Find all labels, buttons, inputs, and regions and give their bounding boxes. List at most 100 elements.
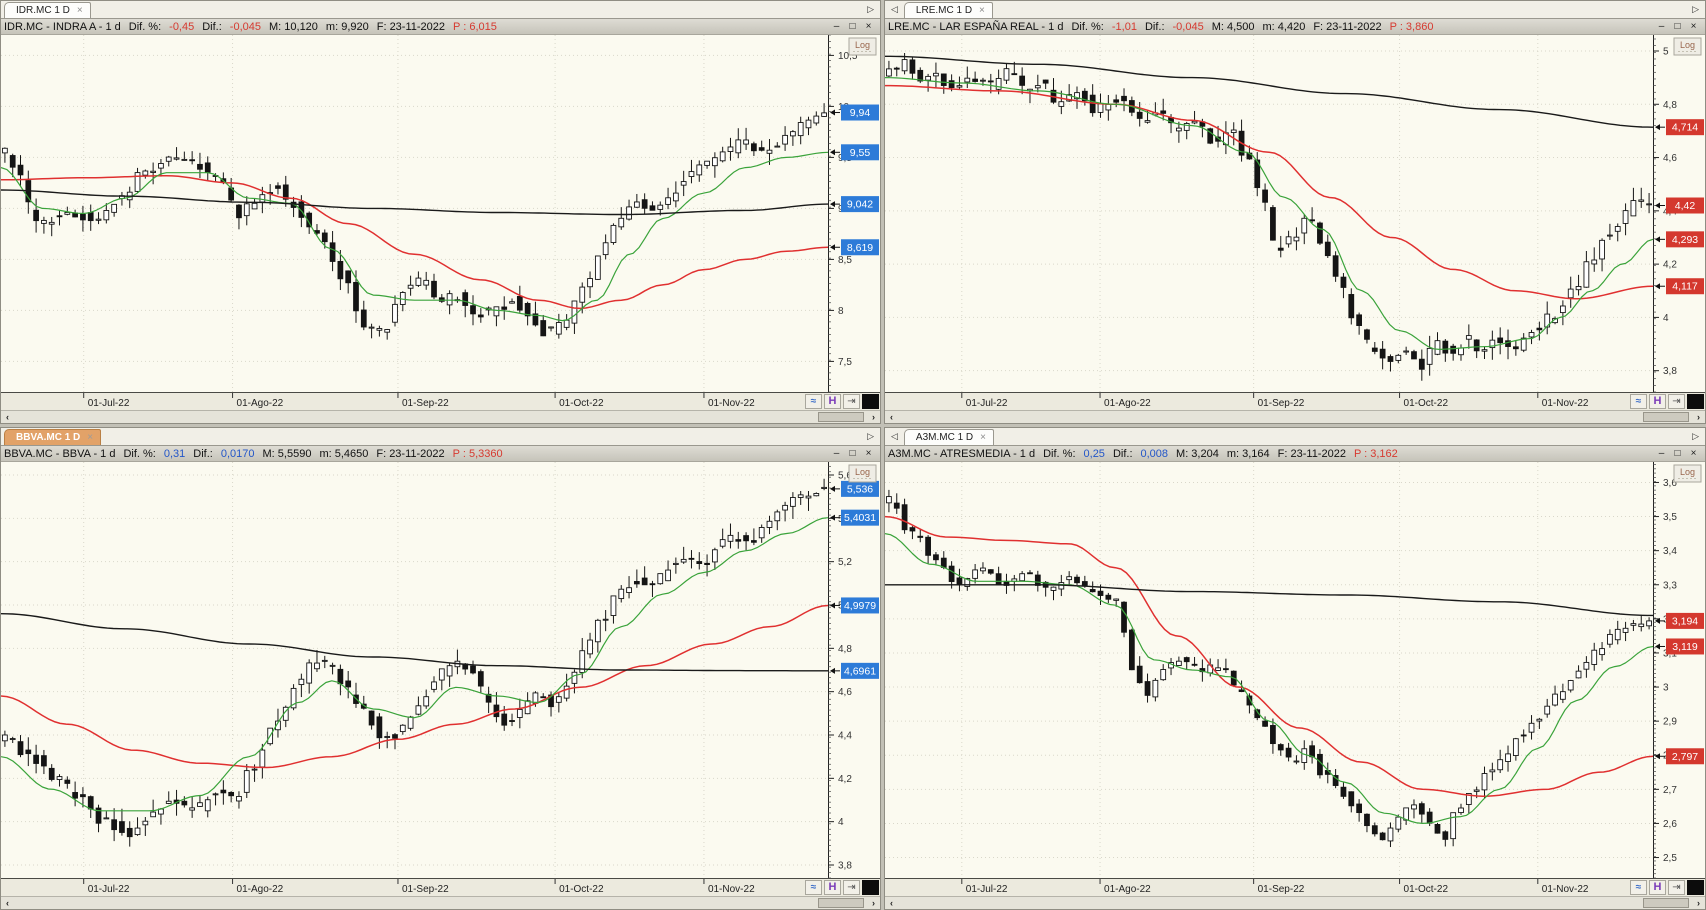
svg-text:01-Ago-22: 01-Ago-22	[1104, 398, 1151, 409]
tab-close-icon[interactable]: ×	[979, 5, 985, 16]
price-chart-canvas: 5,65,45,254,84,64,44,243,85,5365,40314,9…	[1, 462, 880, 878]
dif-label: Dif.:	[202, 20, 222, 33]
window-maximize-button[interactable]: □	[1674, 448, 1681, 459]
svg-text:01-Nov-22: 01-Nov-22	[708, 884, 755, 895]
window-close-button[interactable]: ×	[1690, 21, 1697, 32]
svg-text:9,042: 9,042	[847, 199, 873, 211]
full-screen-icon[interactable]	[862, 880, 879, 895]
svg-text:4,42: 4,42	[1675, 200, 1696, 212]
window-close-button[interactable]: ×	[865, 21, 872, 32]
scrollbar-left-icon[interactable]: ‹	[890, 412, 893, 422]
full-screen-icon[interactable]	[1687, 880, 1704, 895]
pin-icon[interactable]: ⇥	[1668, 394, 1685, 409]
tab-scroll-left-icon[interactable]: ◁	[891, 4, 898, 14]
svg-text:01-Oct-22: 01-Oct-22	[559, 398, 604, 409]
tab-close-icon[interactable]: ×	[980, 432, 986, 443]
svg-text:01-Nov-22: 01-Nov-22	[1542, 884, 1589, 895]
svg-text:3,5: 3,5	[1663, 512, 1677, 523]
svg-text:2,9: 2,9	[1663, 717, 1677, 728]
window-minimize-button[interactable]: –	[1658, 448, 1665, 459]
scrollbar-right-icon[interactable]: ›	[1697, 898, 1700, 908]
save-template-icon[interactable]: H	[824, 880, 841, 895]
svg-text:Log: Log	[855, 40, 870, 50]
price-tags: 3,194 3,119 2,797	[1655, 612, 1704, 765]
scrollbar-thumb[interactable]	[818, 898, 864, 908]
svg-text:8: 8	[838, 306, 844, 317]
full-screen-icon[interactable]	[1687, 394, 1704, 409]
full-screen-icon[interactable]	[862, 394, 879, 409]
tab-scroll-right-icon[interactable]: ▷	[1692, 431, 1699, 441]
svg-text:7,5: 7,5	[838, 357, 852, 368]
tab-scroll-left-icon[interactable]: ◁	[891, 431, 898, 441]
horizontal-scrollbar[interactable]: ‹ ›	[1, 410, 880, 423]
scrollbar-right-icon[interactable]: ›	[872, 898, 875, 908]
session-min: m: 4,420	[1262, 20, 1306, 33]
indicator-wave-icon[interactable]: ≈	[1630, 880, 1647, 895]
price-chart-canvas: 3,63,53,43,33,23,132,92,82,72,62,53,1943…	[885, 462, 1705, 878]
position-price: P : 5,3360	[452, 447, 503, 460]
svg-text:01-Sep-22: 01-Sep-22	[402, 398, 449, 409]
window-maximize-button[interactable]: □	[849, 21, 856, 32]
log-scale-button[interactable]: Log	[848, 37, 877, 56]
indicator-wave-icon[interactable]: ≈	[805, 880, 822, 895]
tab-strip: IDR.MC 1 D × ▷	[1, 1, 880, 19]
dif-pct-value: 0,31	[163, 447, 186, 460]
tab-lre[interactable]: LRE.MC 1 D ×	[903, 2, 993, 18]
indicator-wave-icon[interactable]: ≈	[805, 394, 822, 409]
window-minimize-button[interactable]: –	[833, 448, 840, 459]
tab-scroll-right-icon[interactable]: ▷	[867, 431, 874, 441]
window-controls: – □ ×	[830, 20, 877, 33]
horizontal-scrollbar[interactable]: ‹ ›	[885, 896, 1705, 909]
scrollbar-thumb[interactable]	[1643, 898, 1689, 908]
chart-mini-toolbar: ≈ H ⇥	[1630, 880, 1704, 895]
symbol-header: LRE.MC - LAR ESPAÑA REAL - 1 d Dif. %: -…	[885, 19, 1705, 35]
window-close-button[interactable]: ×	[1690, 448, 1697, 459]
log-scale-button[interactable]: Log	[1673, 464, 1702, 483]
save-template-icon[interactable]: H	[824, 394, 841, 409]
scrollbar-right-icon[interactable]: ›	[872, 412, 875, 422]
horizontal-scrollbar[interactable]: ‹ ›	[1, 896, 880, 909]
dif-label: Dif.:	[193, 447, 213, 460]
scrollbar-thumb[interactable]	[818, 412, 864, 422]
dif-label: Dif.:	[1144, 20, 1165, 33]
window-minimize-button[interactable]: –	[1658, 21, 1665, 32]
price-tags: 5,536 5,4031 4,9979 4,6961	[830, 480, 879, 679]
scrollbar-left-icon[interactable]: ‹	[6, 412, 9, 422]
pin-icon[interactable]: ⇥	[843, 394, 860, 409]
svg-text:01-Jul-22: 01-Jul-22	[88, 884, 130, 895]
session-max: M: 10,120	[269, 20, 318, 33]
moving-average-long-red	[1, 175, 829, 310]
save-template-icon[interactable]: H	[1649, 394, 1666, 409]
chart-mini-toolbar: ≈ H ⇥	[805, 880, 879, 895]
scrollbar-right-icon[interactable]: ›	[1697, 412, 1700, 422]
date-axis: ≈ H ⇥ 01-Jul-22 01-Ago-22 01-Sep-22 01-Oct-…	[1, 878, 880, 896]
tab-close-icon[interactable]: ×	[87, 432, 94, 443]
candlestick-chart-a3m: Sin órdenes 3,63,53,43,33,23,132,92,82,7…	[885, 462, 1705, 878]
scrollbar-left-icon[interactable]: ‹	[6, 898, 9, 908]
pin-icon[interactable]: ⇥	[843, 880, 860, 895]
tab-scroll-right-icon[interactable]: ▷	[1692, 4, 1699, 14]
date-axis: ≈ H ⇥ 01-Jul-22 01-Ago-22 01-Sep-22 01-Oct-…	[1, 392, 880, 410]
tab-label: IDR.MC 1 D	[16, 5, 70, 16]
tab-scroll-right-icon[interactable]: ▷	[867, 4, 874, 14]
tab-bbva[interactable]: BBVA.MC 1 D ×	[4, 429, 102, 445]
window-close-button[interactable]: ×	[865, 448, 872, 459]
tab-a3m[interactable]: A3M.MC 1 D ×	[903, 429, 994, 445]
log-scale-button[interactable]: Log	[1673, 37, 1702, 56]
window-minimize-button[interactable]: –	[833, 21, 840, 32]
tab-idr[interactable]: IDR.MC 1 D ×	[4, 2, 91, 18]
dif-label: Dif.:	[1112, 447, 1133, 460]
scrollbar-thumb[interactable]	[1643, 412, 1689, 422]
horizontal-scrollbar[interactable]: ‹ ›	[885, 410, 1705, 423]
indicator-wave-icon[interactable]: ≈	[1630, 394, 1647, 409]
save-template-icon[interactable]: H	[1649, 880, 1666, 895]
scrollbar-left-icon[interactable]: ‹	[890, 898, 893, 908]
log-scale-button[interactable]: Log	[848, 464, 877, 483]
moving-average-200-black	[885, 584, 1653, 617]
window-maximize-button[interactable]: □	[849, 448, 856, 459]
svg-text:01-Jul-22: 01-Jul-22	[966, 398, 1008, 409]
pin-icon[interactable]: ⇥	[1668, 880, 1685, 895]
svg-text:4,117: 4,117	[1672, 281, 1698, 293]
tab-close-icon[interactable]: ×	[76, 5, 83, 16]
window-maximize-button[interactable]: □	[1674, 21, 1681, 32]
